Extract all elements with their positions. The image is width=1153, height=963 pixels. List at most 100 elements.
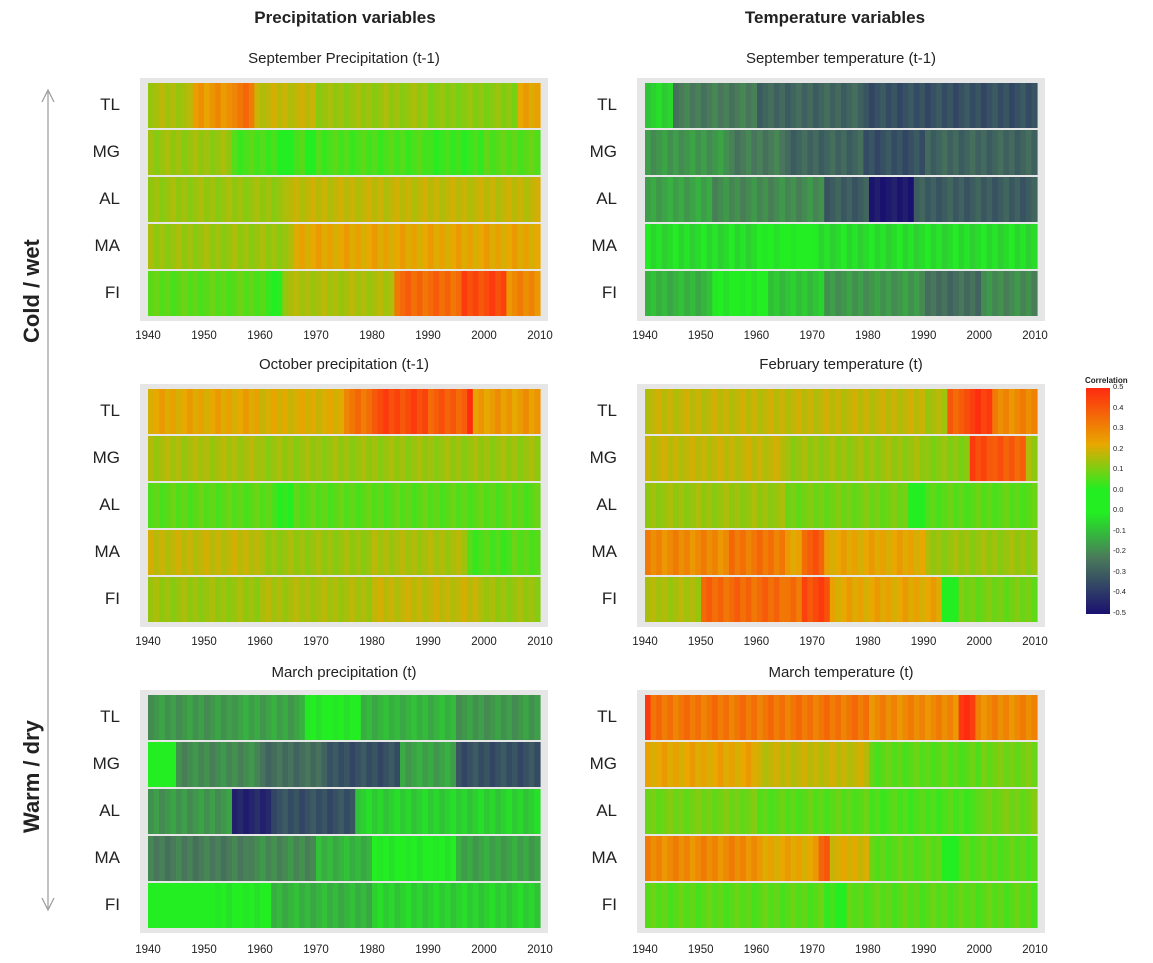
heatmap-cell	[456, 577, 463, 622]
heatmap-cell	[925, 271, 932, 316]
heatmap-cell	[484, 177, 491, 222]
row-label: AL	[596, 494, 617, 514]
heatmap-cell	[332, 130, 339, 175]
heatmap-cell	[706, 271, 713, 316]
heatmap-cell	[936, 224, 943, 269]
heatmap-cell	[344, 130, 351, 175]
heatmap-cell	[975, 271, 982, 316]
heatmap-cell	[846, 530, 853, 575]
heatmap-cell	[164, 789, 171, 834]
heatmap-cell	[293, 789, 300, 834]
heatmap-cell	[209, 177, 216, 222]
heatmap-cell	[852, 530, 859, 575]
heatmap-cell	[650, 83, 657, 128]
heatmap-cell	[338, 577, 345, 622]
heatmap-cell	[355, 436, 362, 481]
legend-tick-label: -0.2	[1113, 546, 1126, 556]
heatmap-cell	[785, 530, 792, 575]
heatmap-cell	[517, 389, 524, 434]
heatmap-cell	[428, 695, 435, 740]
heatmap-cell	[992, 577, 999, 622]
heatmap-cell	[316, 483, 323, 528]
heatmap-cell	[500, 836, 507, 881]
heatmap-cell	[953, 483, 960, 528]
heatmap-cell	[461, 177, 468, 222]
heatmap-cell	[372, 577, 379, 622]
heatmap-cell	[405, 883, 412, 928]
heatmap-cell	[852, 577, 859, 622]
heatmap-cell	[181, 389, 188, 434]
heatmap-cell	[316, 883, 323, 928]
heatmap-cell	[695, 836, 702, 881]
heatmap-cell	[344, 836, 351, 881]
heatmap-cell	[439, 389, 446, 434]
heatmap-cell	[209, 530, 216, 575]
heatmap-cell	[248, 271, 255, 316]
heatmap-cell	[947, 577, 954, 622]
heatmap-cell	[198, 883, 205, 928]
heatmap-cell	[712, 836, 719, 881]
heatmap-cell	[740, 789, 747, 834]
heatmap-cell	[863, 742, 870, 787]
heatmap-cell	[293, 530, 300, 575]
heatmap-cell	[650, 224, 657, 269]
heatmap-cell	[897, 695, 904, 740]
heatmap-cell	[405, 271, 412, 316]
heatmap-cell	[148, 789, 155, 834]
heatmap-cell	[734, 883, 741, 928]
heatmap-cell	[897, 224, 904, 269]
heatmap-cell	[841, 530, 848, 575]
heatmap-cell	[768, 436, 775, 481]
heatmap-cell	[500, 483, 507, 528]
heatmap-cell	[936, 389, 943, 434]
heatmap-cell	[523, 836, 530, 881]
heatmap-cell	[964, 577, 971, 622]
heatmap-cell	[344, 436, 351, 481]
x-tick-label: 1980	[855, 636, 881, 648]
heatmap-cell	[411, 177, 418, 222]
heatmap-cell	[523, 883, 530, 928]
heatmap-cell	[734, 530, 741, 575]
heatmap-cell	[880, 483, 887, 528]
heatmap-cell	[981, 530, 988, 575]
x-tick-label: 2010	[1022, 944, 1048, 956]
heatmap-cell	[773, 883, 780, 928]
heatmap-cell	[344, 789, 351, 834]
heatmap-cell	[243, 436, 250, 481]
heatmap-cell	[762, 695, 769, 740]
heatmap-cell	[902, 577, 909, 622]
heatmap-cell	[829, 83, 836, 128]
heatmap-cell	[751, 789, 758, 834]
heatmap-cell	[254, 695, 261, 740]
heatmap-cell	[148, 695, 155, 740]
heatmap-cell	[164, 577, 171, 622]
heatmap-cell	[478, 836, 485, 881]
heatmap-cell	[667, 883, 674, 928]
heatmap-cell	[299, 836, 306, 881]
heatmap-cell	[304, 695, 311, 740]
heatmap-cell	[807, 530, 814, 575]
x-tick-label: 1970	[303, 330, 329, 342]
heatmap-cell	[456, 83, 463, 128]
heatmap-cell	[506, 742, 513, 787]
heatmap-cell	[757, 271, 764, 316]
heatmap-cell	[349, 389, 356, 434]
heatmap-cell	[450, 836, 457, 881]
heatmap-cell	[472, 695, 479, 740]
heatmap-cell	[712, 436, 719, 481]
heatmap-cell	[908, 224, 915, 269]
heatmap-cell	[433, 83, 440, 128]
heatmap-cell	[650, 271, 657, 316]
heatmap-cell	[360, 389, 367, 434]
heatmap-cell	[439, 836, 446, 881]
heatmap-cell	[695, 177, 702, 222]
heatmap-cell	[729, 742, 736, 787]
heatmap-cell	[717, 883, 724, 928]
heatmap-cell	[941, 83, 948, 128]
heatmap-cell	[897, 436, 904, 481]
heatmap-cell	[170, 177, 177, 222]
heatmap-cell	[209, 883, 216, 928]
heatmap-cell	[919, 836, 926, 881]
heatmap-cell	[293, 83, 300, 128]
heatmap-cell	[456, 130, 463, 175]
